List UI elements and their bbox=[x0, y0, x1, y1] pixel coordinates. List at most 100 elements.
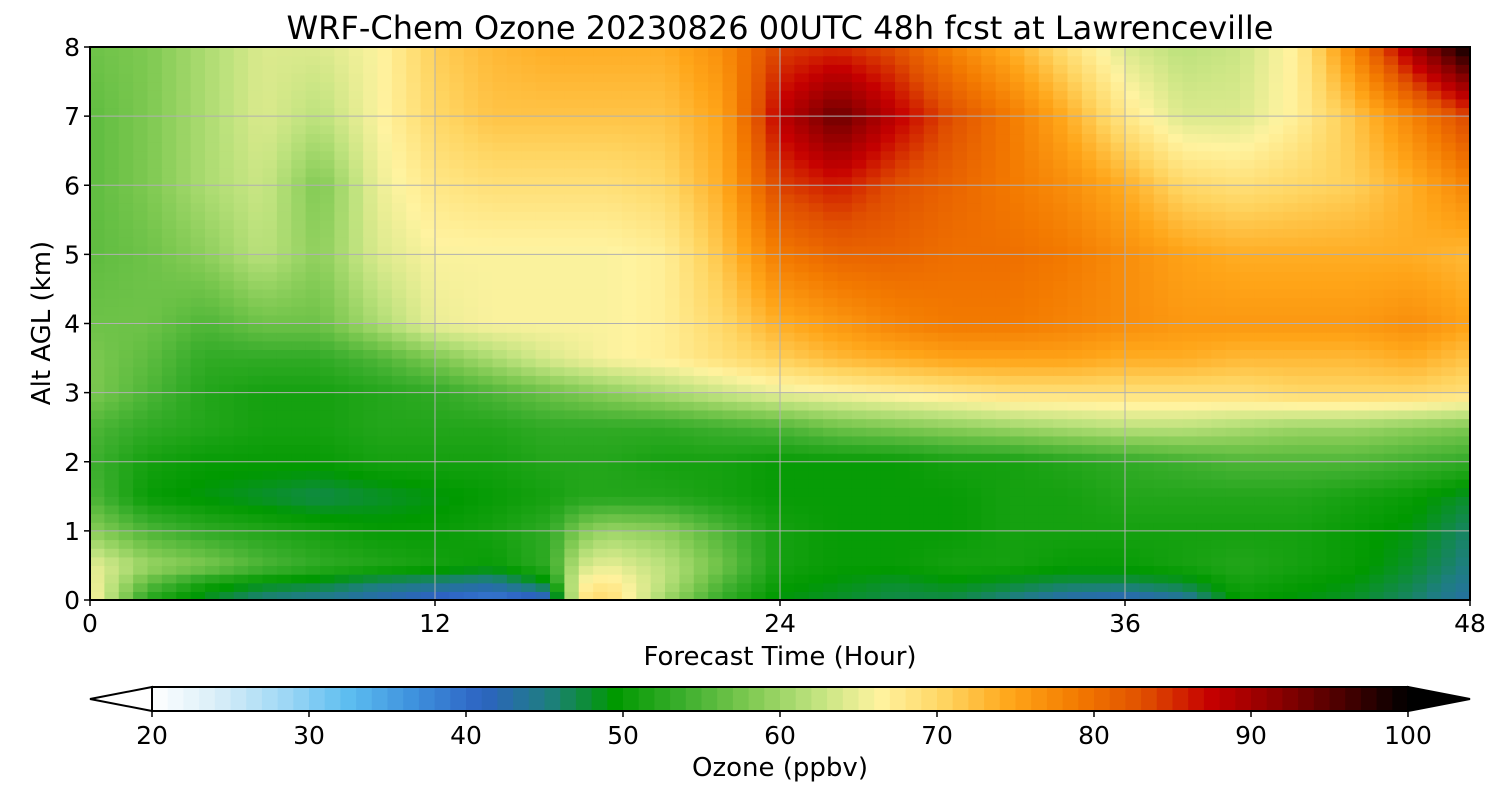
heatmap-cell bbox=[981, 392, 997, 402]
heatmap-cell bbox=[420, 591, 436, 601]
heatmap-cell bbox=[492, 487, 508, 497]
heatmap-cell bbox=[1139, 159, 1155, 169]
heatmap-cell bbox=[1168, 306, 1184, 316]
heatmap-cell bbox=[621, 539, 637, 549]
heatmap-cell bbox=[1110, 219, 1126, 230]
heatmap-cell bbox=[1153, 539, 1169, 549]
heatmap-cell bbox=[895, 392, 910, 402]
heatmap-cell bbox=[276, 530, 292, 541]
heatmap-cell bbox=[866, 358, 882, 368]
heatmap-cell bbox=[219, 202, 235, 212]
heatmap-cell bbox=[535, 418, 551, 428]
heatmap-cell bbox=[161, 297, 177, 307]
heatmap-cell bbox=[1153, 548, 1169, 558]
heatmap-cell bbox=[679, 401, 695, 411]
heatmap-cell bbox=[219, 323, 235, 333]
heatmap-cell bbox=[190, 349, 206, 359]
heatmap-cell bbox=[478, 219, 494, 230]
heatmap-cell bbox=[880, 496, 896, 506]
chart-title: WRF-Chem Ozone 20230826 00UTC 48h fcst a… bbox=[287, 9, 1274, 47]
heatmap-cell bbox=[276, 150, 292, 160]
heatmap-cell bbox=[291, 375, 307, 385]
heatmap-cell bbox=[1024, 522, 1040, 532]
heatmap-cell bbox=[348, 383, 364, 394]
heatmap-cell bbox=[1355, 340, 1370, 351]
heatmap-cell bbox=[1153, 176, 1169, 186]
heatmap-cell bbox=[406, 487, 422, 497]
heatmap-cell bbox=[837, 513, 853, 523]
heatmap-cell bbox=[291, 548, 307, 558]
heatmap-cell bbox=[1067, 522, 1083, 532]
heatmap-cell bbox=[1125, 574, 1140, 584]
heatmap-cell bbox=[1024, 435, 1040, 446]
heatmap-cell bbox=[621, 470, 637, 480]
heatmap-cell bbox=[406, 306, 422, 316]
heatmap-cell bbox=[866, 150, 882, 160]
heatmap-cell bbox=[665, 280, 680, 290]
heatmap-cell bbox=[952, 435, 968, 446]
heatmap-cell bbox=[851, 556, 867, 567]
heatmap-cell bbox=[320, 548, 335, 558]
heatmap-cell bbox=[995, 496, 1011, 506]
heatmap-cell bbox=[1096, 159, 1112, 169]
heatmap-cell bbox=[147, 530, 163, 541]
heatmap-cell bbox=[377, 470, 393, 480]
heatmap-cell bbox=[291, 418, 307, 428]
heatmap-cell bbox=[449, 280, 465, 290]
heatmap-cell bbox=[679, 504, 695, 515]
heatmap-cell bbox=[1441, 556, 1457, 567]
heatmap-cell bbox=[506, 219, 522, 230]
heatmap-cell bbox=[851, 332, 867, 342]
heatmap-cell bbox=[780, 358, 795, 368]
heatmap-cell bbox=[1024, 539, 1040, 549]
heatmap-cell bbox=[1340, 332, 1356, 342]
heatmap-cell bbox=[1024, 167, 1040, 178]
heatmap-cell bbox=[1038, 487, 1054, 497]
heatmap-cell bbox=[765, 401, 781, 411]
heatmap-cell bbox=[995, 556, 1011, 567]
heatmap-cell bbox=[564, 323, 580, 333]
heatmap-cell bbox=[808, 332, 824, 342]
heatmap-cell bbox=[621, 193, 637, 204]
heatmap-cell bbox=[233, 444, 249, 454]
heatmap-cell bbox=[1010, 409, 1025, 420]
heatmap-cell bbox=[406, 193, 422, 204]
heatmap-cell bbox=[391, 418, 407, 428]
heatmap-cell bbox=[693, 530, 709, 541]
heatmap-cell bbox=[1067, 358, 1083, 368]
heatmap-cell bbox=[1139, 237, 1155, 247]
heatmap-cell bbox=[1398, 539, 1414, 549]
heatmap-cell bbox=[1168, 340, 1184, 351]
heatmap-cell bbox=[923, 193, 939, 204]
heatmap-cell bbox=[880, 565, 896, 575]
heatmap-cell bbox=[1340, 280, 1356, 290]
heatmap-cell bbox=[1297, 159, 1313, 169]
heatmap-cell bbox=[1412, 185, 1428, 195]
heatmap-cell bbox=[1153, 556, 1169, 567]
heatmap-cell bbox=[1196, 228, 1212, 238]
heatmap-cell bbox=[550, 574, 565, 584]
heatmap-cell bbox=[1038, 159, 1054, 169]
heatmap-cell bbox=[305, 167, 321, 178]
heatmap-cell bbox=[550, 185, 565, 195]
heatmap-cell bbox=[995, 280, 1011, 290]
heatmap-cell bbox=[1412, 556, 1428, 567]
heatmap-cell bbox=[780, 435, 795, 446]
heatmap-cell bbox=[1110, 263, 1126, 273]
heatmap-cell bbox=[1211, 548, 1227, 558]
heatmap-cell bbox=[981, 193, 997, 204]
heatmap-cell bbox=[1081, 202, 1097, 212]
heatmap-cell bbox=[621, 176, 637, 186]
heatmap-cell bbox=[449, 159, 465, 169]
heatmap-cell bbox=[1053, 392, 1069, 402]
heatmap-cell bbox=[636, 297, 652, 307]
heatmap-cell bbox=[736, 401, 752, 411]
heatmap-cell bbox=[593, 323, 609, 333]
heatmap-cell bbox=[1024, 504, 1040, 515]
heatmap-cell bbox=[348, 453, 364, 463]
heatmap-cell bbox=[665, 461, 680, 471]
heatmap-cell bbox=[995, 565, 1011, 575]
heatmap-cell bbox=[248, 513, 264, 523]
heatmap-cell bbox=[1254, 574, 1270, 584]
heatmap-cell bbox=[1125, 401, 1140, 411]
